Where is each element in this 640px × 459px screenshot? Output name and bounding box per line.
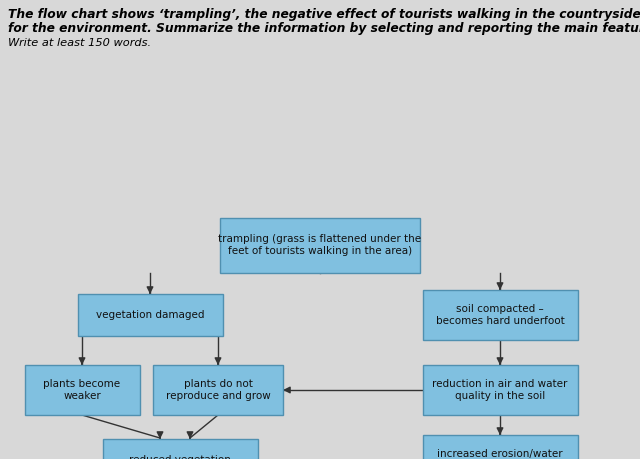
FancyBboxPatch shape <box>422 365 577 415</box>
FancyBboxPatch shape <box>24 365 140 415</box>
FancyBboxPatch shape <box>102 439 257 459</box>
Text: for the environment. Summarize the information by selecting and reporting the ma: for the environment. Summarize the infor… <box>8 22 640 35</box>
FancyBboxPatch shape <box>422 290 577 340</box>
Text: The flow chart shows ‘trampling’, the negative effect of tourists walking in the: The flow chart shows ‘trampling’, the ne… <box>8 8 640 21</box>
Text: soil compacted –
becomes hard underfoot: soil compacted – becomes hard underfoot <box>436 304 564 326</box>
Text: reduction in air and water
quality in the soil: reduction in air and water quality in th… <box>432 379 568 401</box>
Text: increased erosion/water
runs off the land: increased erosion/water runs off the lan… <box>437 449 563 459</box>
Text: trampling (grass is flattened under the
feet of tourists walking in the area): trampling (grass is flattened under the … <box>218 234 422 256</box>
Text: plants do not
reproduce and grow: plants do not reproduce and grow <box>166 379 270 401</box>
Text: vegetation damaged: vegetation damaged <box>96 310 204 320</box>
Text: plants become
weaker: plants become weaker <box>44 379 120 401</box>
FancyBboxPatch shape <box>220 218 420 273</box>
FancyBboxPatch shape <box>153 365 283 415</box>
FancyBboxPatch shape <box>77 294 223 336</box>
FancyBboxPatch shape <box>422 435 577 459</box>
Text: reduced vegetation: reduced vegetation <box>129 455 231 459</box>
Text: Write at least 150 words.: Write at least 150 words. <box>8 38 151 48</box>
